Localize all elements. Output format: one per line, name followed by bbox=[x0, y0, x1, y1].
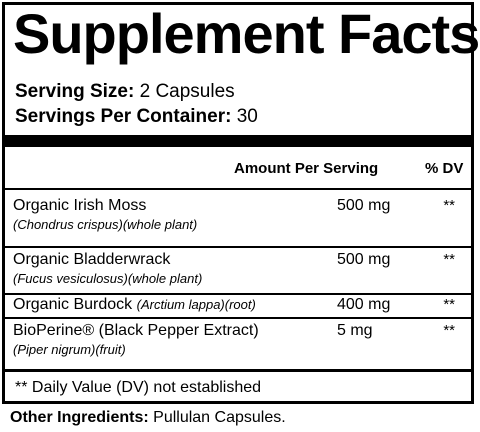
ingredient-dv: ** bbox=[443, 322, 455, 339]
amount-column-header: Amount Per Serving bbox=[234, 160, 379, 177]
ingredient-name: Organic Burdock bbox=[13, 296, 133, 313]
ingredient-amount: 500 mg bbox=[337, 251, 391, 268]
ingredient-dv: ** bbox=[443, 296, 455, 313]
ingredient-amount: 400 mg bbox=[337, 296, 391, 313]
ingredient-source: (Chondrus crispus)(whole plant) bbox=[13, 217, 198, 232]
other-ingredients-label: Other Ingredients: bbox=[10, 409, 149, 426]
ingredient-row: Organic Bladderwrack (Fucus vesiculosus)… bbox=[13, 250, 463, 288]
ingredient-row: BioPerine® (Black Pepper Extract) (Piper… bbox=[13, 321, 463, 359]
ingredient-amount: 500 mg bbox=[337, 197, 391, 214]
servings-per-container-value: 30 bbox=[236, 106, 258, 127]
divider bbox=[5, 246, 471, 248]
serving-size-label: Serving Size: bbox=[15, 81, 135, 102]
ingredient-row: Organic Irish Moss (Chondrus crispus)(wh… bbox=[13, 196, 463, 234]
divider bbox=[5, 188, 471, 190]
ingredient-source: (Fucus vesiculosus)(whole plant) bbox=[13, 271, 203, 286]
divider bbox=[5, 317, 471, 319]
thick-divider bbox=[5, 369, 471, 372]
panel-title: Supplement Facts bbox=[13, 2, 480, 65]
dv-column-header: % DV bbox=[425, 160, 464, 177]
ingredient-source: (Piper nigrum)(fruit) bbox=[13, 342, 126, 357]
serving-size: Serving Size: 2 Capsules bbox=[15, 81, 235, 103]
ingredient-name: Organic Bladderwrack bbox=[13, 251, 171, 268]
ingredient-dv: ** bbox=[443, 251, 455, 268]
other-ingredients-value: Pullulan Capsules. bbox=[153, 409, 286, 426]
divider bbox=[5, 293, 471, 295]
ingredient-dv: ** bbox=[443, 197, 455, 214]
ingredient-name: Organic Irish Moss bbox=[13, 197, 147, 214]
ingredient-row: Organic Burdock (Arctium lappa)(root) 40… bbox=[13, 295, 463, 315]
ingredient-source: (Arctium lappa)(root) bbox=[136, 297, 256, 312]
servings-per-container-label: Servings Per Container: bbox=[15, 106, 232, 127]
ingredient-amount: 5 mg bbox=[337, 322, 373, 339]
dv-footnote: ** Daily Value (DV) not established bbox=[15, 379, 262, 396]
ingredient-name-line: Organic Burdock (Arctium lappa)(root) bbox=[13, 295, 463, 315]
servings-per-container: Servings Per Container: 30 bbox=[15, 106, 258, 128]
thick-divider bbox=[5, 135, 471, 147]
serving-size-value: 2 Capsules bbox=[139, 81, 235, 102]
supplement-facts-panel: Supplement Facts Serving Size: 2 Capsule… bbox=[2, 2, 480, 404]
other-ingredients: Other Ingredients: Pullulan Capsules. bbox=[10, 409, 286, 427]
ingredient-name: BioPerine® (Black Pepper Extract) bbox=[13, 322, 259, 339]
